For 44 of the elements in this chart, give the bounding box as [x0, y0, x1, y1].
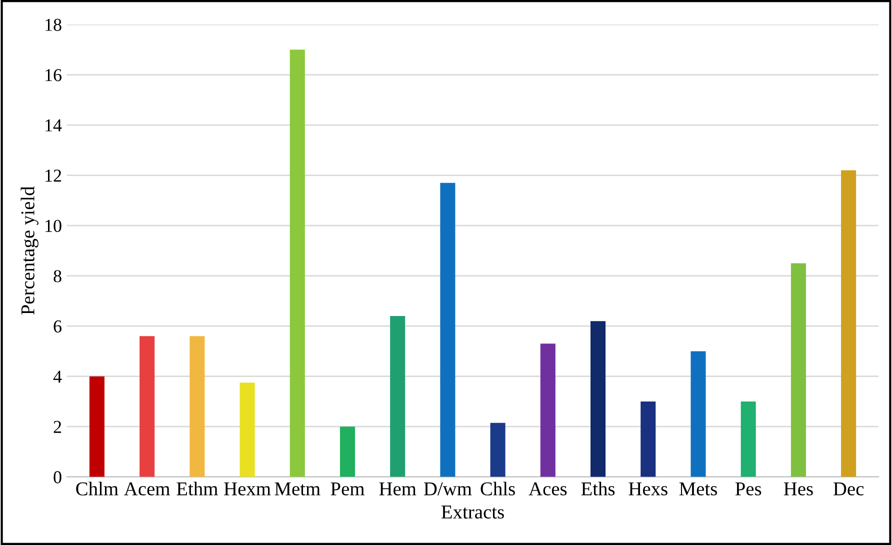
bar [140, 336, 155, 477]
bar [89, 376, 104, 477]
bar [340, 426, 356, 477]
y-tick-label: 16 [46, 69, 62, 82]
y-tick-label: 8 [54, 270, 62, 282]
y-tick-label: 4 [53, 370, 62, 383]
y-tick-label: 6 [54, 320, 62, 333]
bar [790, 263, 806, 477]
y-axis-title: Percentage yield [20, 186, 38, 315]
bar [240, 382, 255, 477]
x-axis-title: Extracts [441, 506, 504, 519]
bar [740, 401, 756, 477]
bar [390, 316, 406, 477]
x-tick-label: Hexm [224, 482, 271, 496]
x-tick-label: Ethm [176, 482, 218, 496]
x-tick-label: Acem [124, 482, 170, 496]
bar [690, 351, 706, 477]
x-tick-label: Metm [274, 482, 320, 496]
y-tick-label: 14 [46, 119, 62, 132]
y-tick-label: 12 [46, 170, 62, 182]
y-tick-label: 10 [46, 220, 62, 232]
y-tick-label: 18 [46, 18, 62, 31]
x-tick-label: Chlm [76, 482, 118, 496]
bar [640, 401, 656, 477]
x-tick-label: Eths [581, 482, 615, 496]
x-tick-label: Hes [784, 482, 813, 496]
x-tick-label: Hexs [628, 482, 668, 496]
bar [190, 336, 205, 477]
bar [290, 50, 305, 477]
x-tick-label: Aces [528, 482, 567, 496]
bar [540, 344, 556, 477]
x-tick-label: Dec [833, 482, 864, 496]
bar [440, 182, 456, 477]
x-tick-label: D/wm [424, 482, 472, 496]
bar [841, 170, 856, 477]
bar [490, 422, 506, 477]
x-tick-label: Pes [735, 482, 762, 496]
x-tick-label: Pem [330, 482, 364, 496]
x-tick-label: Chls [480, 482, 515, 496]
x-tick-label: Mets [679, 482, 717, 496]
y-tick-label: 0 [54, 471, 62, 484]
y-tick-label: 2 [54, 420, 62, 433]
x-tick-label: Hem [379, 482, 416, 496]
bar [590, 321, 606, 477]
